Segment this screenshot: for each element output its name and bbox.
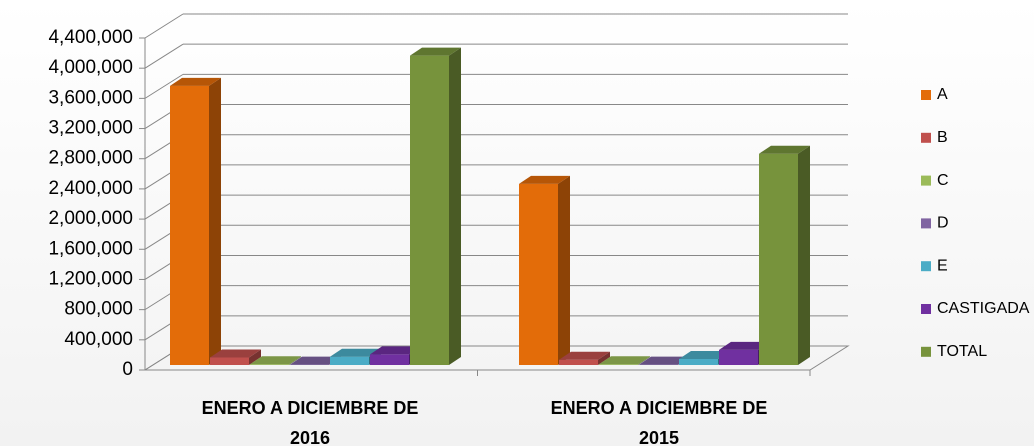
bar: [559, 359, 598, 365]
bar-top: [719, 341, 770, 350]
y-tick-label: 2,000,000: [48, 208, 133, 229]
bar-side: [558, 175, 570, 365]
bar-top: [759, 145, 810, 154]
y-tick-label: 4,000,000: [48, 57, 133, 78]
y-tick-label: 1,600,000: [48, 238, 133, 259]
legend-swatch: [921, 304, 931, 314]
bar: [519, 183, 558, 365]
bar: [170, 85, 209, 366]
bar: [410, 55, 449, 366]
bar-top: [210, 349, 261, 358]
y-tick-label: 400,000: [64, 329, 133, 350]
bar: [719, 349, 758, 365]
bar-top: [330, 348, 381, 357]
y-tick-label: 4,400,000: [48, 27, 133, 48]
grid-line: [144, 43, 184, 69]
bar-side: [449, 47, 461, 366]
legend-swatch: [921, 175, 931, 186]
y-tick-label: 0: [122, 359, 133, 380]
bar-top: [290, 356, 341, 365]
y-tick-label: 3,600,000: [48, 87, 133, 108]
legend-label: A: [937, 86, 948, 103]
bar-top: [170, 77, 221, 86]
bar: [599, 364, 638, 365]
bar-top: [639, 356, 690, 365]
bar-side: [638, 356, 650, 365]
legend-label: D: [937, 215, 949, 232]
legend-swatch: [921, 261, 931, 272]
bar: [210, 357, 249, 365]
y-tick-label: 2,400,000: [48, 178, 133, 199]
bar-top: [250, 356, 301, 365]
bar-top: [559, 351, 610, 360]
bar: [370, 354, 409, 365]
bar-side: [249, 349, 261, 365]
grid-line: [144, 73, 184, 99]
grid-line: [144, 13, 184, 39]
bar-top: [370, 346, 421, 355]
y-tick-label: 3,200,000: [48, 118, 133, 139]
bar-top: [679, 350, 730, 359]
bar-top: [519, 175, 570, 184]
bar: [759, 153, 798, 365]
bar-side: [598, 351, 610, 365]
bar-top: [599, 356, 650, 365]
legend-swatch: [921, 90, 931, 100]
legend-label: E: [937, 257, 948, 274]
bar: [250, 364, 289, 365]
legend-label: CASTIGADA: [937, 300, 1030, 317]
y-tick-label: 1,200,000: [48, 268, 133, 289]
legend-label: B: [937, 129, 948, 146]
legend-label: TOTAL: [937, 343, 987, 360]
y-tick-label: 2,800,000: [48, 148, 133, 169]
y-tick-label: 800,000: [64, 299, 133, 320]
bar-top: [410, 47, 461, 56]
bar: [330, 356, 369, 365]
legend-swatch: [921, 132, 931, 143]
x-tick-label: ENERO A DICIEMBRE DE 2015: [550, 398, 768, 446]
legend-swatch: [921, 218, 931, 229]
legend-label: C: [937, 172, 949, 189]
bar-side: [289, 356, 301, 365]
bar-side: [798, 145, 810, 365]
legend-swatch: [921, 346, 931, 357]
x-tick-label: ENERO A DICIEMBRE DE 2016: [201, 398, 419, 446]
bar: [679, 358, 718, 365]
bar-side: [209, 77, 221, 366]
